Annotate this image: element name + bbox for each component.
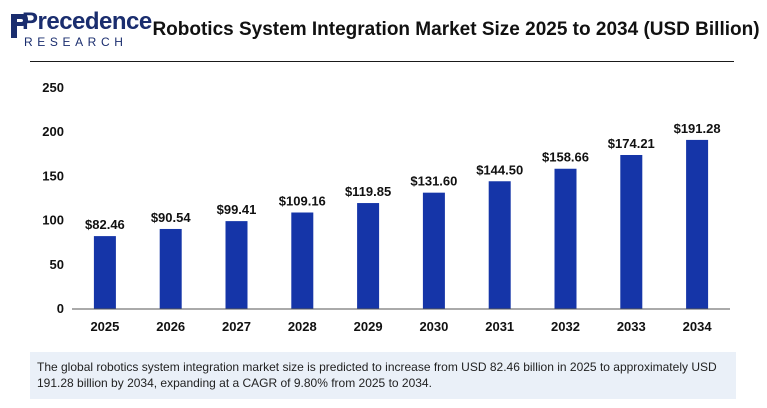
y-tick-label: 150 [42,168,64,183]
brand-sub: RESEARCH [24,35,128,49]
bar [225,221,248,309]
brand-logo: Precedence RESEARCH [8,8,158,54]
data-label: $158.66 [542,150,589,165]
logo-mark-icon [11,14,28,38]
header: Precedence RESEARCH Robotics System Inte… [0,0,767,62]
x-tick-label: 2033 [617,319,646,334]
data-labels: $82.46 $90.54 $99.41 $109.16 $119.85 $131.60 $… [85,121,721,232]
chart-title: Robotics System Integration Market Size … [152,19,760,40]
data-label: $131.60 [410,174,457,189]
x-tick-label: 2028 [288,319,317,334]
x-tick-label: 2030 [419,319,448,334]
data-label: $90.54 [151,210,192,225]
bar [554,168,577,309]
y-tick-label: 200 [42,124,64,139]
data-label: $191.28 [674,121,721,136]
bar [620,154,643,309]
x-tick-label: 2026 [156,319,185,334]
data-label: $109.16 [279,194,326,209]
x-axis: 2025 2026 2027 2028 2029 2030 2031 2032 2033 2034 [72,308,730,334]
data-label: $174.21 [608,136,655,151]
y-axis: 0 50 100 150 200 250 [42,80,64,316]
bar [422,192,445,309]
bar [93,236,116,309]
bar [686,139,709,309]
data-label: $82.46 [85,217,125,232]
x-tick-label: 2025 [90,319,119,334]
data-label: $144.50 [476,162,523,177]
brand-name: Precedence [22,8,152,35]
bar [291,212,314,309]
bar [488,181,511,309]
header-divider [30,61,734,62]
data-label: $99.41 [217,202,257,217]
data-label: $119.85 [345,184,391,199]
bar-series [93,139,709,309]
y-tick-label: 250 [42,80,64,95]
x-tick-label: 2034 [683,319,713,334]
summary-text: The global robotics system integration m… [37,360,717,390]
bar-chart: 0 50 100 150 200 250 $82.46 $90.54 $99.41 $109.1… [42,80,730,334]
x-tick-label: 2031 [485,319,514,334]
bar [357,203,380,309]
y-tick-label: 100 [42,213,64,228]
y-tick-label: 50 [50,257,64,272]
x-tick-label: 2027 [222,319,251,334]
x-tick-label: 2029 [354,319,383,334]
y-tick-label: 0 [57,301,64,316]
x-tick-label: 2032 [551,319,580,334]
summary-box: The global robotics system integration m… [30,352,736,399]
bar [159,228,182,309]
